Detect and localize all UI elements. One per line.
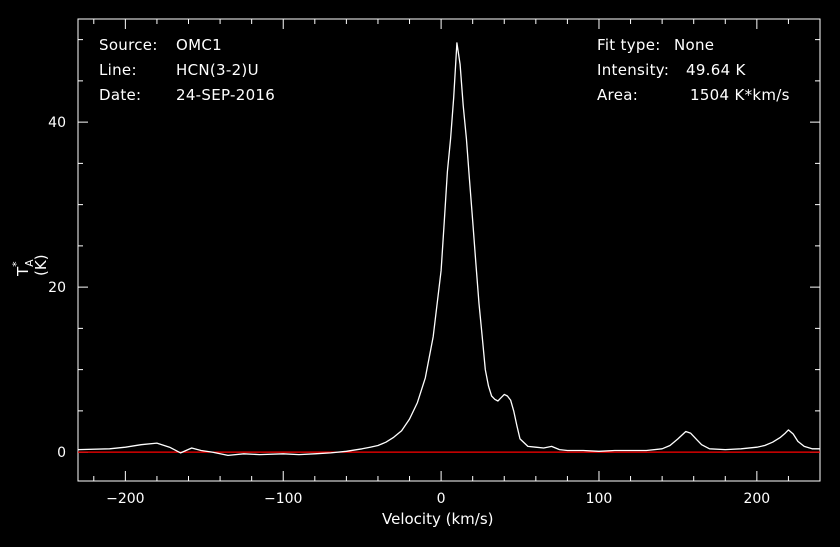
x-tick-label: 0: [437, 491, 446, 507]
x-tick-label: −100: [264, 491, 302, 507]
date-key: Date:: [99, 86, 142, 104]
y-tick-label: 20: [48, 280, 66, 296]
y-axis-label: T * A (K): [10, 236, 54, 276]
area-key: Area:: [597, 86, 639, 104]
source-key: Source:: [99, 36, 158, 54]
spectrum-line: [77, 42, 820, 457]
y-tick-label: 40: [48, 115, 66, 131]
y-axis-label-main: T: [14, 266, 32, 276]
y-axis-label-sub: A: [23, 259, 36, 267]
intensity-key: Intensity:: [597, 61, 670, 79]
y-axis-label-sup: *: [10, 261, 23, 267]
source-value: OMC1: [176, 36, 222, 54]
y-tick-label: 0: [57, 445, 66, 461]
line-value: HCN(3-2)U: [176, 61, 259, 79]
x-tick-label: −200: [106, 491, 144, 507]
fit-type-key: Fit type:: [597, 36, 661, 54]
plot-frame: [77, 18, 821, 482]
line-key: Line:: [99, 61, 137, 79]
x-tick-label: 100: [586, 491, 613, 507]
intensity-value: 49.64 K: [686, 61, 746, 79]
fit-type-value: None: [674, 36, 715, 54]
date-value: 24-SEP-2016: [176, 86, 276, 104]
x-axis-label: Velocity (km/s): [382, 510, 494, 528]
x-tick-label: 200: [743, 491, 770, 507]
area-value: 1504 K*km/s: [690, 86, 790, 104]
